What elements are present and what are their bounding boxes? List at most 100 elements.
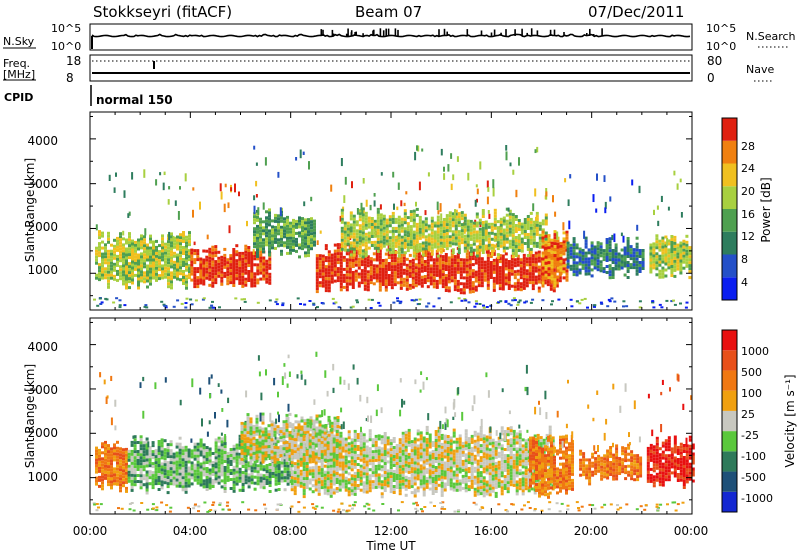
range-cell — [143, 247, 146, 250]
noise-cell — [372, 510, 375, 512]
range-cell — [341, 218, 344, 221]
noise-cell — [513, 297, 516, 299]
range-cell — [215, 456, 218, 459]
range-cell — [221, 485, 224, 488]
range-cell — [508, 260, 511, 263]
range-cell — [208, 266, 211, 269]
range-cell — [238, 264, 241, 267]
scatter-cell — [140, 382, 142, 388]
range-cell — [685, 265, 688, 268]
scatter-cell — [506, 151, 508, 160]
range-cell — [101, 277, 104, 280]
range-cell — [539, 246, 542, 249]
range-cell — [356, 223, 359, 226]
range-cell — [236, 483, 239, 486]
scatter-cell — [492, 179, 494, 188]
range-cell — [385, 268, 388, 271]
range-cell — [535, 276, 538, 279]
range-cell — [250, 279, 253, 282]
range-cell — [358, 264, 361, 267]
range-cell — [350, 226, 353, 229]
noise-cell — [93, 504, 96, 506]
range-cell — [283, 423, 286, 426]
range-cell — [676, 253, 679, 256]
range-cell — [215, 480, 218, 483]
range-cell — [551, 257, 554, 260]
range-cell — [206, 473, 209, 476]
range-cell — [268, 433, 271, 436]
range-cell — [433, 276, 436, 279]
range-cell — [373, 273, 376, 276]
range-cell — [146, 268, 149, 271]
range-cell — [256, 234, 259, 237]
range-cell — [415, 284, 418, 287]
range-cell — [452, 239, 455, 242]
range-cell — [658, 249, 661, 252]
range-cell — [328, 265, 331, 268]
range-cell — [113, 266, 116, 269]
range-cell — [523, 266, 526, 269]
range-cell — [143, 477, 146, 480]
range-cell — [176, 236, 179, 239]
range-cell — [167, 255, 170, 258]
range-cell — [579, 251, 582, 254]
range-cell — [233, 445, 236, 448]
range-cell — [185, 263, 188, 266]
noise-cell — [348, 510, 351, 512]
range-cell — [428, 225, 431, 228]
range-cell — [463, 282, 466, 285]
range-cell — [131, 486, 134, 489]
range-cell — [310, 223, 313, 226]
range-cell — [472, 284, 475, 287]
range-cell — [137, 266, 140, 269]
range-cell — [253, 431, 256, 434]
range-cell — [185, 248, 188, 251]
scatter-cell — [257, 207, 259, 215]
range-cell — [155, 258, 158, 261]
range-cell — [445, 265, 448, 268]
range-cell — [275, 480, 278, 483]
range-cell — [688, 261, 691, 264]
range-cell — [367, 273, 370, 276]
range-cell — [313, 241, 316, 244]
range-cell — [505, 276, 508, 279]
range-cell — [208, 272, 211, 275]
range-cell — [247, 255, 250, 258]
range-cell — [250, 444, 253, 447]
range-cell — [430, 273, 433, 276]
range-cell — [275, 477, 278, 480]
scatter-cell — [556, 232, 558, 240]
range-cell — [325, 259, 328, 262]
range-cell — [244, 269, 247, 272]
range-cell — [488, 244, 491, 247]
range-cell — [652, 251, 655, 254]
noise-cell — [187, 507, 190, 509]
range-cell — [268, 445, 271, 448]
range-cell — [353, 251, 356, 254]
range-cell — [344, 249, 347, 252]
range-cell — [379, 289, 382, 292]
range-cell — [346, 285, 349, 288]
range-cell — [98, 485, 101, 488]
range-cell — [203, 458, 206, 461]
range-cell — [301, 232, 304, 235]
range-cell — [365, 233, 368, 236]
range-cell — [407, 216, 410, 219]
noise-cell — [610, 503, 613, 505]
range-cell — [542, 231, 545, 234]
range-cell — [107, 468, 110, 471]
range-cell — [214, 245, 217, 248]
range-cell — [386, 222, 389, 225]
range-cell — [167, 482, 170, 485]
range-cell — [265, 222, 268, 225]
range-cell — [140, 462, 143, 465]
range-cell — [434, 240, 437, 243]
range-cell — [256, 255, 259, 258]
range-cell — [280, 427, 283, 430]
range-cell — [262, 443, 265, 446]
range-cell — [464, 226, 467, 229]
range-cell — [433, 261, 436, 264]
range-cell — [585, 243, 588, 246]
range-cell — [383, 239, 386, 242]
range-cell — [511, 270, 514, 273]
